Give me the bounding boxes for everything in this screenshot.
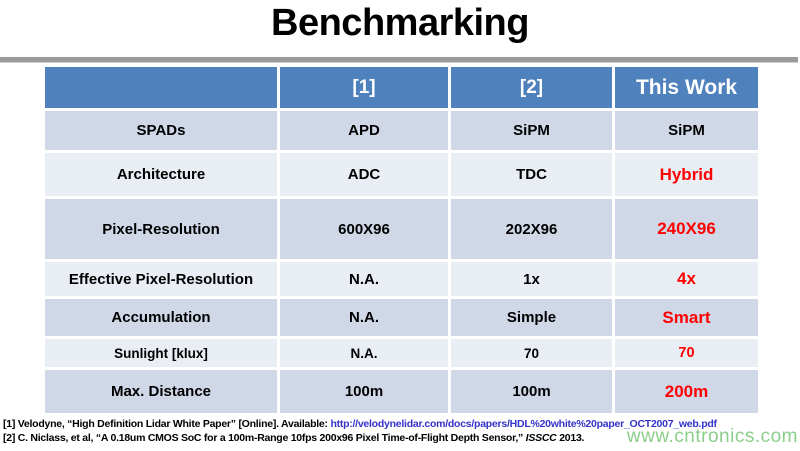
footnote-2-conference: ISSCC — [525, 431, 557, 444]
row-label-spads: SPADs — [45, 111, 277, 150]
row-label-sunlight: Sunlight [klux] — [45, 339, 277, 367]
cell-max-distance-ref1: 100m — [280, 370, 448, 413]
header-cell-ref2: [2] — [451, 67, 612, 108]
cell-pixel-resolution-ref2: 202X96 — [451, 199, 612, 259]
title-divider — [0, 57, 798, 63]
row-label-architecture: Architecture — [45, 153, 277, 196]
cell-spads-this-work: SiPM — [615, 111, 758, 150]
cell-effective-ref2: 1x — [451, 262, 612, 296]
footnote-1-link[interactable]: http://velodynelidar.com/docs/papers/HDL… — [330, 418, 717, 430]
cell-accumulation-ref1: N.A. — [280, 299, 448, 336]
cell-effective-this-work: 4x — [615, 262, 758, 296]
watermark: www.cntronics.com — [626, 426, 798, 447]
footnote-1-text: [1] Velodyne, “High Definition Lidar Whi… — [3, 418, 328, 430]
cell-sunlight-ref2: 70 — [451, 339, 612, 367]
cell-spads-ref2: SiPM — [451, 111, 612, 150]
cell-max-distance-this-work: 200m — [615, 370, 758, 413]
slide-title: Benchmarking — [271, 2, 529, 44]
cell-accumulation-this-work: Smart — [615, 299, 758, 336]
cell-pixel-resolution-this-work: 240X96 — [615, 199, 758, 259]
cell-max-distance-ref2: 100m — [451, 370, 612, 413]
cell-architecture-this-work: Hybrid — [615, 153, 758, 196]
row-label-accumulation: Accumulation — [45, 299, 277, 336]
footnote-2-text: [2] C. Niclass, et al, “A 0.18um CMOS So… — [3, 431, 523, 444]
cell-spads-ref1: APD — [280, 111, 448, 150]
header-cell-empty — [45, 67, 277, 108]
row-label-max-distance: Max. Distance — [45, 370, 277, 413]
footnote-2-year: 2013. — [559, 431, 585, 444]
cell-sunlight-ref1: N.A. — [280, 339, 448, 367]
cell-pixel-resolution-ref1: 600X96 — [280, 199, 448, 259]
row-label-pixel-resolution: Pixel-Resolution — [45, 199, 277, 259]
cell-effective-ref1: N.A. — [280, 262, 448, 296]
cell-accumulation-ref2: Simple — [451, 299, 612, 336]
benchmark-table: [1] [2] This Work SPADs APD SiPM SiPM Ar… — [45, 67, 758, 413]
cell-architecture-ref2: TDC — [451, 153, 612, 196]
row-label-effective-pixel-resolution: Effective Pixel-Resolution — [45, 262, 277, 296]
cell-sunlight-this-work: 70 — [615, 339, 758, 367]
cell-architecture-ref1: ADC — [280, 153, 448, 196]
header-cell-this-work: This Work — [615, 67, 758, 108]
footnotes: [1] Velodyne, “High Definition Lidar Whi… — [3, 418, 800, 445]
footnote-1: [1] Velodyne, “High Definition Lidar Whi… — [3, 418, 800, 432]
footnote-2: [2] C. Niclass, et al, “A 0.18um CMOS So… — [3, 432, 800, 446]
header-cell-ref1: [1] — [280, 67, 448, 108]
